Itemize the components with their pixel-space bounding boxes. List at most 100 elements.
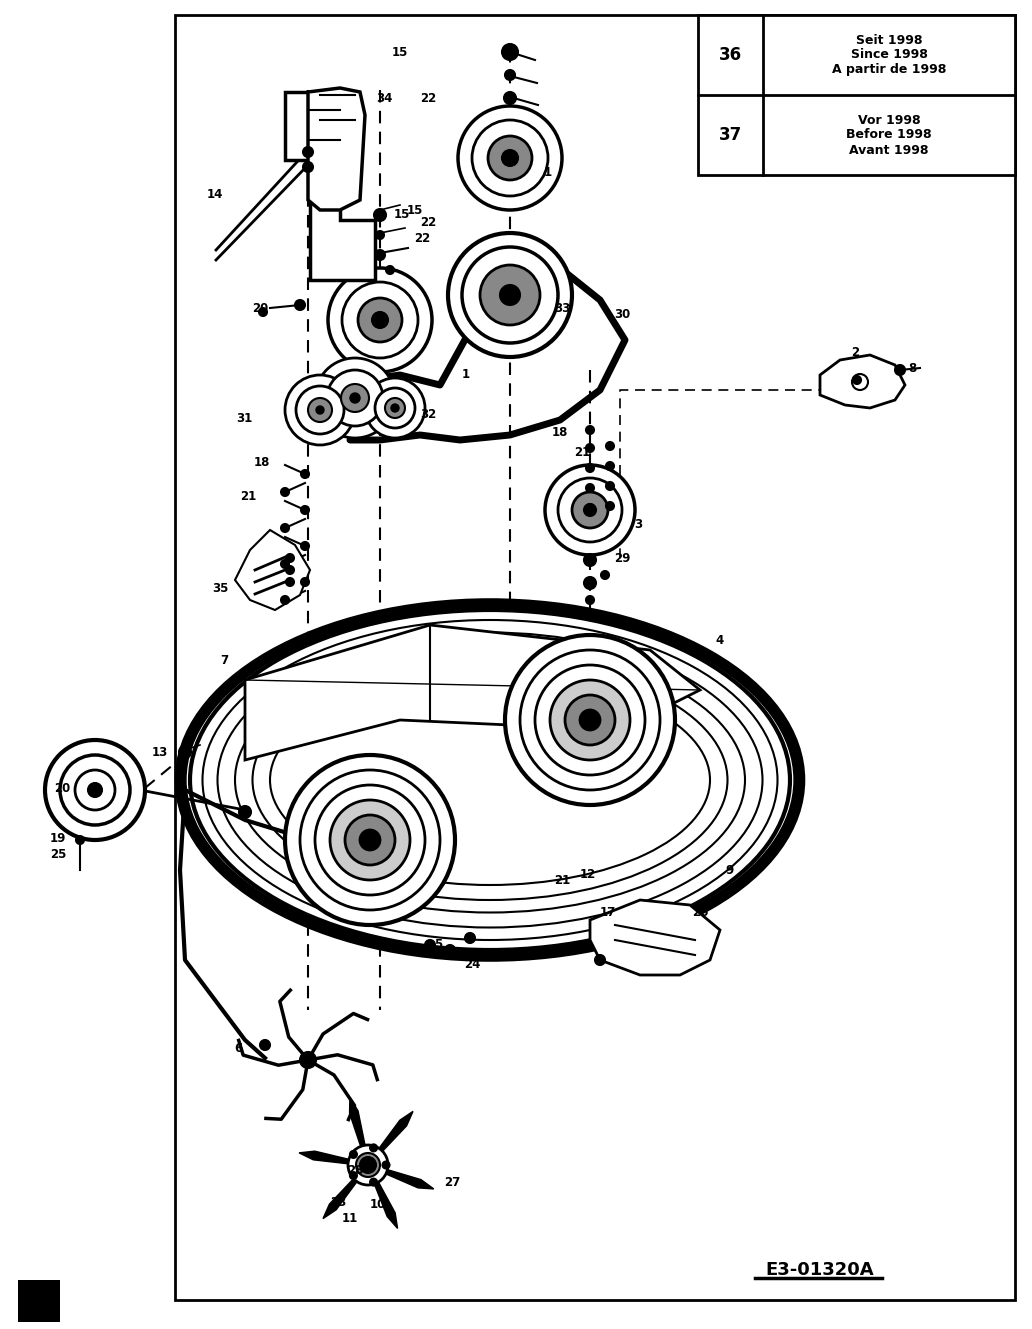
Text: E3-01320A: E3-01320A [766, 1261, 874, 1278]
Circle shape [586, 484, 594, 492]
Ellipse shape [190, 610, 791, 950]
Bar [18, 1280, 60, 1322]
Circle shape [301, 470, 309, 478]
Polygon shape [372, 1175, 397, 1228]
Bar [698, 15, 1015, 175]
Circle shape [300, 769, 440, 910]
Text: 15: 15 [394, 209, 410, 222]
Text: 7: 7 [220, 654, 228, 667]
Polygon shape [375, 1111, 413, 1158]
Text: 21: 21 [239, 489, 256, 502]
Text: 22: 22 [420, 92, 437, 105]
Text: 26: 26 [691, 905, 708, 918]
Text: 37: 37 [718, 126, 742, 144]
Circle shape [301, 578, 309, 586]
Text: 3: 3 [634, 518, 642, 532]
Text: 22: 22 [414, 231, 430, 245]
Text: 17: 17 [600, 905, 616, 918]
Circle shape [179, 746, 191, 758]
Circle shape [504, 92, 516, 104]
Circle shape [386, 266, 394, 274]
Circle shape [458, 106, 562, 210]
Circle shape [285, 755, 455, 925]
Text: 30: 30 [614, 308, 631, 322]
Polygon shape [308, 88, 365, 210]
Circle shape [330, 800, 410, 880]
Text: 4: 4 [716, 634, 724, 646]
Circle shape [348, 1146, 388, 1185]
Text: 16: 16 [433, 949, 450, 961]
Text: 24: 24 [463, 957, 480, 970]
Polygon shape [285, 92, 375, 280]
Circle shape [558, 478, 622, 542]
Polygon shape [323, 1174, 362, 1219]
Text: 31: 31 [236, 412, 252, 424]
Circle shape [383, 1162, 389, 1168]
Circle shape [281, 595, 289, 603]
Circle shape [360, 831, 380, 851]
Circle shape [259, 308, 267, 316]
Text: 25: 25 [50, 848, 66, 861]
Text: 1: 1 [544, 166, 552, 178]
Circle shape [45, 740, 146, 840]
Ellipse shape [235, 647, 745, 913]
Circle shape [480, 264, 540, 326]
Circle shape [535, 664, 645, 775]
Circle shape [301, 542, 309, 550]
Circle shape [345, 815, 395, 865]
Circle shape [425, 940, 436, 950]
Circle shape [499, 284, 520, 304]
Circle shape [445, 945, 455, 956]
Text: 36: 36 [718, 47, 742, 64]
Circle shape [315, 358, 395, 439]
Text: 21: 21 [574, 445, 590, 459]
Circle shape [385, 397, 405, 419]
Text: 6: 6 [234, 1042, 243, 1054]
Text: 13: 13 [152, 746, 168, 759]
Circle shape [586, 595, 594, 603]
Text: 10: 10 [369, 1199, 386, 1212]
Text: 35: 35 [212, 582, 228, 594]
Polygon shape [820, 355, 905, 408]
Circle shape [374, 209, 386, 221]
Polygon shape [379, 1167, 433, 1189]
Text: 11: 11 [342, 1212, 358, 1224]
Circle shape [465, 933, 475, 944]
Circle shape [301, 506, 309, 514]
Ellipse shape [218, 633, 763, 928]
Text: 9: 9 [725, 864, 734, 877]
Circle shape [281, 488, 289, 496]
Circle shape [853, 376, 861, 384]
Circle shape [565, 695, 615, 746]
Circle shape [601, 571, 609, 579]
Circle shape [505, 70, 515, 80]
Circle shape [286, 578, 294, 586]
Circle shape [315, 785, 425, 894]
Ellipse shape [202, 621, 777, 940]
Circle shape [595, 956, 605, 965]
Circle shape [303, 162, 313, 171]
Text: 15: 15 [392, 45, 409, 58]
Circle shape [341, 384, 369, 412]
Circle shape [584, 577, 596, 589]
Text: 32: 32 [420, 408, 437, 421]
Circle shape [356, 1154, 380, 1177]
Circle shape [520, 650, 660, 789]
Text: 1: 1 [462, 368, 470, 381]
Circle shape [550, 680, 630, 760]
Circle shape [286, 566, 294, 574]
Circle shape [502, 150, 518, 166]
Text: 2: 2 [851, 346, 859, 359]
Text: 18: 18 [254, 456, 270, 469]
Circle shape [505, 635, 675, 805]
Circle shape [285, 375, 355, 445]
Text: Seit 1998
Since 1998
A partir de 1998: Seit 1998 Since 1998 A partir de 1998 [832, 33, 946, 77]
Circle shape [281, 524, 289, 532]
Circle shape [462, 247, 558, 343]
Circle shape [295, 300, 305, 310]
Circle shape [502, 44, 518, 60]
Circle shape [300, 1053, 316, 1069]
Circle shape [580, 710, 600, 730]
Circle shape [350, 1172, 357, 1179]
Polygon shape [235, 530, 310, 610]
